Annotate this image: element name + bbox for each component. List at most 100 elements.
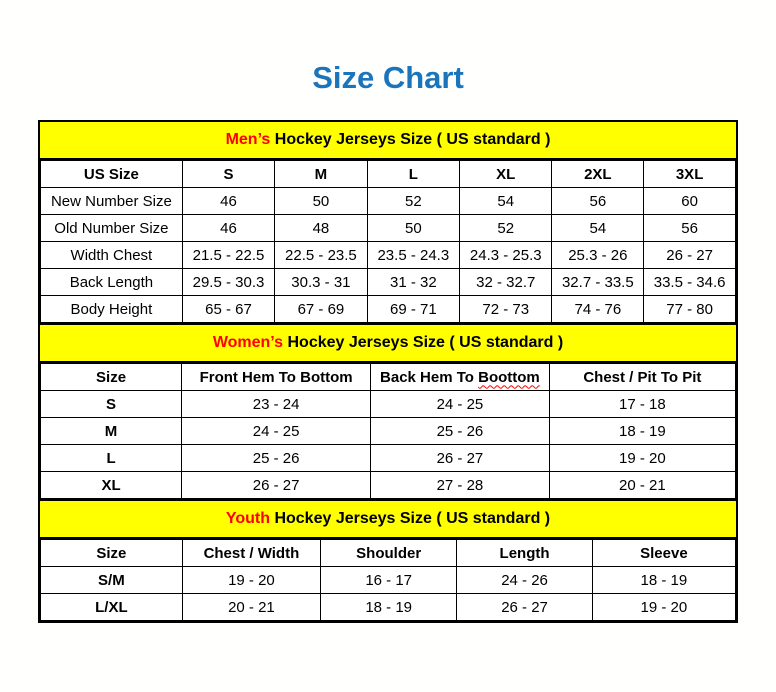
size-value-cell: 27 - 28 xyxy=(370,471,550,499)
mens-size-table: US Size S M L XL 2XL 3XL New Number Size 46 50 52… xyxy=(40,160,736,323)
size-value-cell: 18 - 19 xyxy=(320,593,458,621)
size-value-cell: 25.3 - 26 xyxy=(551,241,645,269)
size-value-cell: 22.5 - 23.5 xyxy=(274,241,368,269)
column-header-cell: XL xyxy=(459,160,553,188)
size-value-cell: 56 xyxy=(643,214,736,242)
size-value-cell: 23.5 - 24.3 xyxy=(366,241,461,269)
column-header-cell: Chest / Width xyxy=(181,539,322,567)
table-row: M 24 - 25 25 - 26 18 - 19 xyxy=(39,417,737,445)
size-value-cell: 52 xyxy=(366,187,461,215)
row-label-cell: S xyxy=(39,390,183,418)
column-header-cell: US Size xyxy=(40,160,183,188)
youth-section-banner: Youth Hockey Jerseys Size ( US standard … xyxy=(40,501,736,539)
page-title: Size Chart xyxy=(312,60,464,95)
banner-rest: Hockey Jerseys Size ( US standard ) xyxy=(270,510,551,527)
size-value-cell: 18 - 19 xyxy=(591,566,737,594)
size-value-cell: 30.3 - 31 xyxy=(274,268,368,296)
size-value-cell: 67 - 69 xyxy=(274,295,368,323)
column-header-cell: Back Hem To Boottom xyxy=(370,363,550,391)
table-row: Back Length 29.5 - 30.3 30.3 - 31 31 - 32 32… xyxy=(40,268,736,296)
size-value-cell: 24 - 25 xyxy=(181,417,372,445)
size-value-cell: 60 xyxy=(643,187,736,215)
table-row: Body Height 65 - 67 67 - 69 69 - 71 72 - 73 7… xyxy=(40,295,736,323)
size-value-cell: 46 xyxy=(181,214,276,242)
size-value-cell: 25 - 26 xyxy=(370,417,550,445)
header-row: Size Chest / Width Shoulder Length Sleeve xyxy=(40,539,737,567)
banner-highlight: Women’s xyxy=(212,334,284,351)
size-value-cell: 50 xyxy=(366,214,461,242)
size-value-cell: 56 xyxy=(551,187,645,215)
column-header-cell: Chest / Pit To Pit xyxy=(548,363,737,391)
womens-section: Women’s Hockey Jerseys Size ( US standar… xyxy=(38,323,738,501)
row-label-cell: Width Chest xyxy=(40,241,183,269)
column-header-cell: Length xyxy=(456,539,593,567)
size-value-cell: 26 - 27 xyxy=(643,241,736,269)
table-row: XL 26 - 27 27 - 28 20 - 21 xyxy=(39,471,737,499)
size-value-cell: 32.7 - 33.5 xyxy=(551,268,645,296)
size-value-cell: 17 - 18 xyxy=(548,390,737,418)
table-row: Width Chest 21.5 - 22.5 22.5 - 23.5 23.5 - … xyxy=(40,241,736,269)
size-chart-tables: Men’s Hockey Jerseys Size ( US standard … xyxy=(38,120,738,623)
size-value-cell: 25 - 26 xyxy=(181,444,372,472)
column-header-cell: 3XL xyxy=(643,160,736,188)
header-text: Back Hem To xyxy=(380,368,479,386)
size-value-cell: 19 - 20 xyxy=(548,444,737,472)
size-value-cell: 50 xyxy=(274,187,368,215)
size-value-cell: 20 - 21 xyxy=(548,471,737,499)
banner-rest: Hockey Jerseys Size ( US standard ) xyxy=(283,334,564,351)
table-row: L/XL 20 - 21 18 - 19 26 - 27 19 - 20 xyxy=(40,593,737,621)
womens-size-table: Size Front Hem To Bottom Back Hem To Boott… xyxy=(39,363,737,499)
mens-section: Men’s Hockey Jerseys Size ( US standard … xyxy=(38,120,738,325)
row-label-cell: Old Number Size xyxy=(40,214,183,242)
size-value-cell: 33.5 - 34.6 xyxy=(643,268,736,296)
size-value-cell: 46 xyxy=(181,187,276,215)
banner-rest: Hockey Jerseys Size ( US standard ) xyxy=(270,131,551,148)
banner-highlight: Youth xyxy=(225,510,270,527)
size-value-cell: 18 - 19 xyxy=(548,417,737,445)
table-row: Old Number Size 46 48 50 52 54 56 xyxy=(40,214,736,242)
size-value-cell: 32 - 32.7 xyxy=(459,268,553,296)
mens-section-banner: Men’s Hockey Jerseys Size ( US standard … xyxy=(40,122,736,160)
row-label-cell: New Number Size xyxy=(40,187,183,215)
column-header-cell: Shoulder xyxy=(320,539,458,567)
size-value-cell: 77 - 80 xyxy=(643,295,736,323)
column-header-cell: M xyxy=(274,160,368,188)
size-value-cell: 20 - 21 xyxy=(181,593,322,621)
table-row: S/M 19 - 20 16 - 17 24 - 26 18 - 19 xyxy=(40,566,737,594)
size-value-cell: 54 xyxy=(459,187,553,215)
row-label-cell: Back Length xyxy=(40,268,183,296)
size-value-cell: 48 xyxy=(274,214,368,242)
row-label-cell: Body Height xyxy=(40,295,183,323)
size-value-cell: 31 - 32 xyxy=(366,268,461,296)
header-row: US Size S M L XL 2XL 3XL xyxy=(40,160,736,188)
banner-highlight: Men’s xyxy=(225,131,271,148)
column-header-cell: Size xyxy=(39,363,183,391)
womens-section-banner: Women’s Hockey Jerseys Size ( US standar… xyxy=(40,325,736,363)
size-value-cell: 16 - 17 xyxy=(320,566,458,594)
row-label-cell: S/M xyxy=(40,566,183,594)
size-value-cell: 21.5 - 22.5 xyxy=(181,241,276,269)
table-row: S 23 - 24 24 - 25 17 - 18 xyxy=(39,390,737,418)
youth-section: Youth Hockey Jerseys Size ( US standard … xyxy=(38,499,738,623)
size-value-cell: 29.5 - 30.3 xyxy=(181,268,276,296)
row-label-cell: M xyxy=(39,417,183,445)
size-value-cell: 72 - 73 xyxy=(459,295,553,323)
column-header-cell: Size xyxy=(40,539,183,567)
size-value-cell: 19 - 20 xyxy=(181,566,322,594)
youth-size-table: Size Chest / Width Shoulder Length Sleeve S/… xyxy=(40,539,737,621)
size-value-cell: 24 - 26 xyxy=(456,566,593,594)
size-value-cell: 19 - 20 xyxy=(591,593,737,621)
size-value-cell: 24.3 - 25.3 xyxy=(459,241,553,269)
size-value-cell: 23 - 24 xyxy=(181,390,372,418)
size-value-cell: 26 - 27 xyxy=(181,471,372,499)
size-value-cell: 26 - 27 xyxy=(456,593,593,621)
column-header-cell: Front Hem To Bottom xyxy=(181,363,372,391)
column-header-cell: 2XL xyxy=(551,160,645,188)
size-value-cell: 54 xyxy=(551,214,645,242)
size-value-cell: 52 xyxy=(459,214,553,242)
size-value-cell: 69 - 71 xyxy=(366,295,461,323)
column-header-cell: Sleeve xyxy=(591,539,737,567)
row-label-cell: L xyxy=(39,444,183,472)
size-value-cell: 24 - 25 xyxy=(370,390,550,418)
